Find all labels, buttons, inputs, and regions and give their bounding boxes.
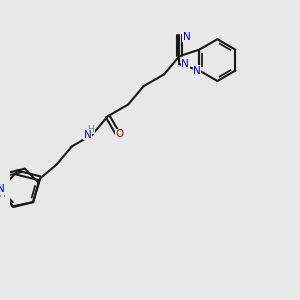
Text: N: N [183,32,190,42]
Text: H: H [88,125,94,134]
Text: N: N [181,59,189,69]
Text: H: H [0,190,5,199]
Text: N: N [0,184,5,194]
Text: N: N [84,130,91,140]
Text: O: O [116,129,124,140]
Text: N: N [193,65,201,76]
